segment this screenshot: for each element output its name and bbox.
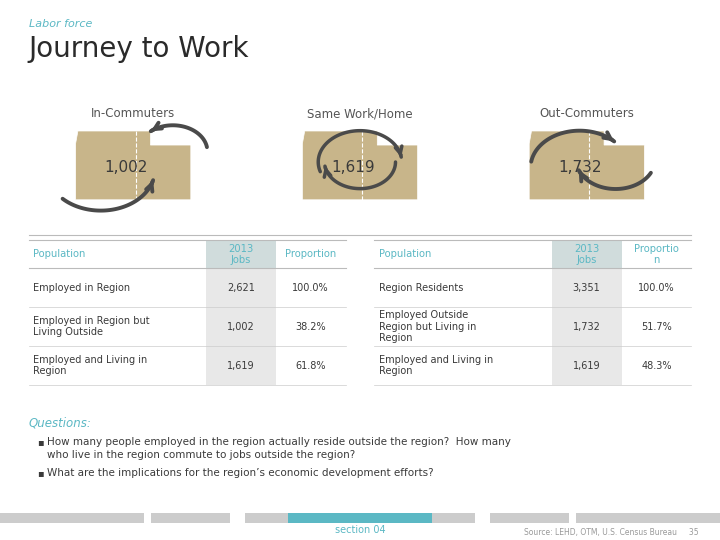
Bar <box>206 307 276 346</box>
Polygon shape <box>76 131 191 200</box>
Text: Employed in Region: Employed in Region <box>33 283 130 293</box>
Bar <box>206 346 276 385</box>
Bar <box>245 513 331 523</box>
Text: 2013
Jobs: 2013 Jobs <box>574 244 599 265</box>
Bar <box>490 513 569 523</box>
Text: What are the implications for the region’s economic development efforts?: What are the implications for the region… <box>47 468 433 478</box>
Polygon shape <box>529 131 644 200</box>
Text: 1,732: 1,732 <box>572 322 600 332</box>
Text: Employed and Living in
Region: Employed and Living in Region <box>33 355 148 376</box>
Text: 51.7%: 51.7% <box>641 322 672 332</box>
Text: How many people employed in the region actually reside outside the region?  How : How many people employed in the region a… <box>47 437 510 460</box>
Bar <box>206 268 276 307</box>
Text: 1,619: 1,619 <box>228 361 255 370</box>
Bar <box>576 513 720 523</box>
Bar <box>288 513 432 523</box>
Text: In-Commuters: In-Commuters <box>91 107 176 120</box>
Text: 100.0%: 100.0% <box>638 283 675 293</box>
Text: Region Residents: Region Residents <box>379 283 463 293</box>
Bar <box>552 307 621 346</box>
Text: 61.8%: 61.8% <box>295 361 326 370</box>
Text: Employed Outside
Region but Living in
Region: Employed Outside Region but Living in Re… <box>379 310 476 343</box>
Text: 1,732: 1,732 <box>558 160 601 175</box>
Text: section 04: section 04 <box>335 525 385 535</box>
Text: Employed in Region but
Living Outside: Employed in Region but Living Outside <box>33 316 150 338</box>
Text: 2013
Jobs: 2013 Jobs <box>228 244 253 265</box>
Text: 100.0%: 100.0% <box>292 283 329 293</box>
Text: 48.3%: 48.3% <box>641 361 672 370</box>
Text: Population: Population <box>33 249 86 259</box>
Text: Population: Population <box>379 249 431 259</box>
Text: Out-Commuters: Out-Commuters <box>539 107 634 120</box>
Polygon shape <box>302 131 418 200</box>
Text: 3,351: 3,351 <box>573 283 600 293</box>
Text: Same Work/Home: Same Work/Home <box>307 107 413 120</box>
Text: 1,002: 1,002 <box>228 322 255 332</box>
Bar <box>552 240 621 268</box>
Text: Labor force: Labor force <box>29 19 92 29</box>
Bar <box>552 346 621 385</box>
Text: Employed and Living in
Region: Employed and Living in Region <box>379 355 493 376</box>
Text: 2,621: 2,621 <box>227 283 255 293</box>
Text: Source: LEHD, OTM, U.S. Census Bureau     35: Source: LEHD, OTM, U.S. Census Bureau 35 <box>523 528 698 537</box>
Bar <box>396 513 475 523</box>
Text: 1,619: 1,619 <box>331 160 374 175</box>
Text: 1,002: 1,002 <box>104 160 148 175</box>
Text: ▪: ▪ <box>37 468 44 478</box>
Text: 1,619: 1,619 <box>573 361 600 370</box>
Bar <box>151 513 230 523</box>
Bar <box>206 240 276 268</box>
Text: ▪: ▪ <box>37 437 44 448</box>
Text: Proportio
n: Proportio n <box>634 244 679 265</box>
Bar <box>0 513 144 523</box>
Text: Questions:: Questions: <box>29 417 91 430</box>
Text: 38.2%: 38.2% <box>295 322 326 332</box>
Text: Journey to Work: Journey to Work <box>29 35 249 63</box>
Bar <box>552 268 621 307</box>
Text: Proportion: Proportion <box>285 249 336 259</box>
